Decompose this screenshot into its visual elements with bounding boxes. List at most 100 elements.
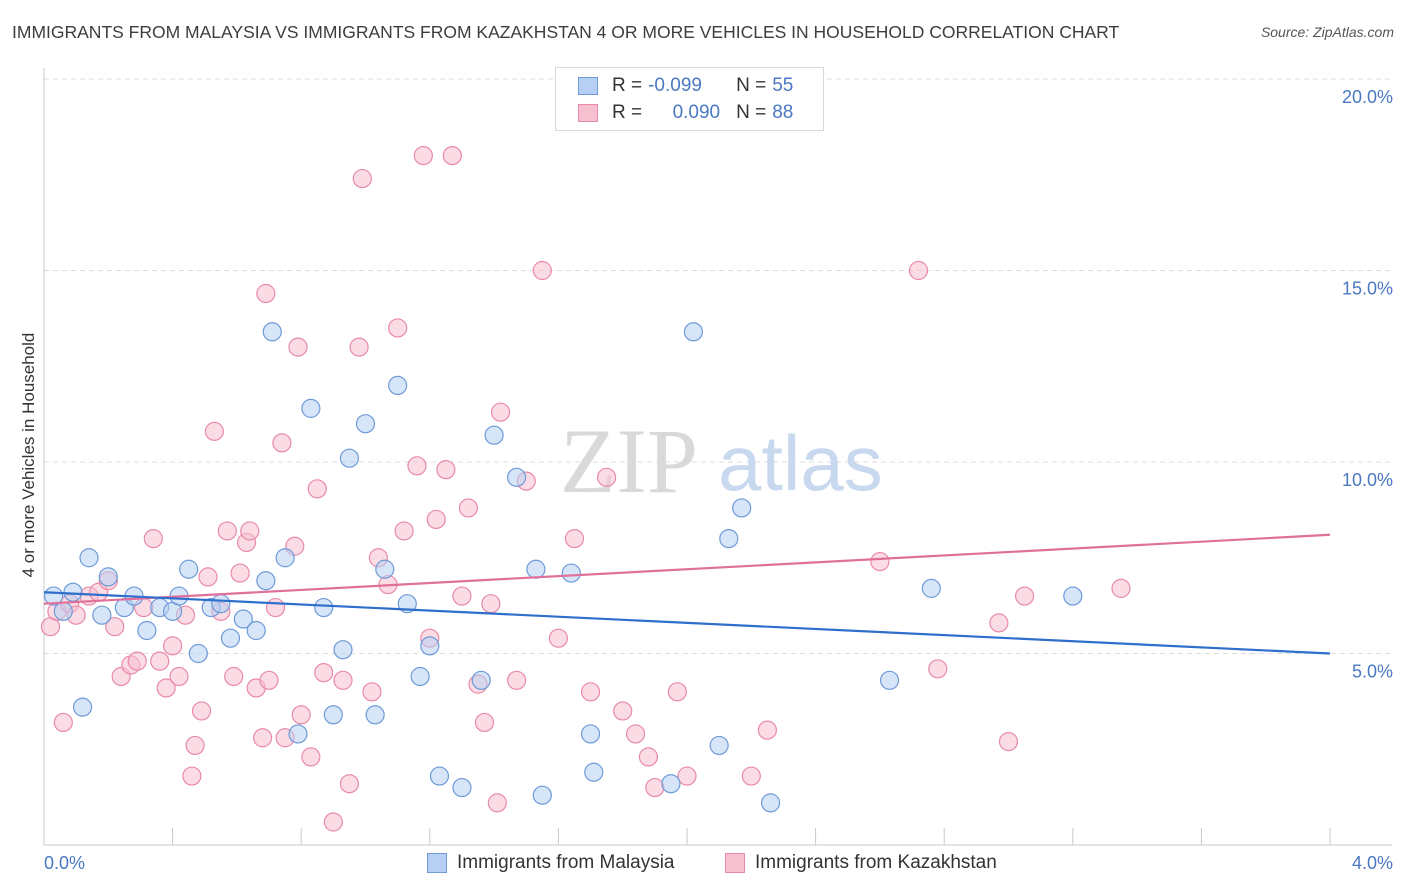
legend-n-malaysia: 55 (772, 75, 794, 96)
malaysia-point-40 (507, 467, 527, 487)
legend-label-kazakhstan: Immigrants from Kazakhstan (755, 852, 997, 873)
malaysia-point-19 (246, 620, 266, 641)
x-tick-max: 4.0% (1352, 853, 1393, 873)
kazakhstan-point-53 (407, 456, 427, 476)
malaysia-point-32 (388, 375, 408, 395)
legend-swatch-malaysia (427, 853, 447, 873)
kazakhstan-point-58 (442, 146, 462, 166)
kazakhstan-point-47 (352, 168, 372, 189)
malaysia-point-53 (921, 578, 941, 598)
kazakhstan-point-87 (1014, 586, 1035, 606)
legend-row-malaysia: R = -0.099 N = 55 (578, 73, 793, 99)
malaysia-point-30 (365, 705, 385, 725)
malaysia-point-46 (661, 774, 681, 794)
kazakhstan-point-17 (169, 666, 189, 687)
kazakhstan-point-45 (339, 774, 360, 794)
kazakhstan-point-66 (507, 670, 527, 690)
kazakhstan-point-64 (487, 793, 507, 813)
kazakhstan-point-78 (677, 766, 697, 786)
kazakhstan-point-41 (307, 479, 327, 499)
kazakhstan-point-79 (741, 766, 761, 786)
malaysia-point-13 (179, 559, 199, 579)
chart-title: IMMIGRANTS FROM MALAYSIA VS IMMIGRANTS F… (12, 22, 1120, 42)
kazakhstan-point-85 (998, 731, 1019, 752)
malaysia-point-37 (452, 777, 472, 798)
legend-swatch-malaysia (578, 77, 598, 95)
y-tick-label-3: 20.0% (1342, 87, 1393, 107)
kazakhstan-point-23 (204, 421, 224, 441)
kazakhstan-point-39 (291, 705, 311, 725)
kazakhstan-point-60 (458, 498, 478, 518)
legend-swatch-kazakhstan (578, 104, 598, 122)
kazakhstan-point-38 (288, 337, 308, 357)
kazakhstan-point-69 (548, 628, 569, 648)
malaysia-point-18 (233, 609, 253, 629)
kazakhstan-point-68 (532, 260, 552, 281)
kazakhstan-point-34 (265, 597, 286, 618)
kazakhstan-point-46 (349, 337, 369, 357)
legend-swatch-kazakhstan (725, 853, 745, 873)
kazakhstan-point-8 (105, 617, 125, 637)
kazakhstan-point-44 (333, 670, 353, 690)
legend-n-label: N = (736, 102, 767, 123)
kazakhstan-point-51 (388, 318, 408, 338)
legend-label-malaysia: Immigrants from Malaysia (457, 852, 675, 873)
legend-item-kazakhstan: Immigrants from Kazakhstan (725, 852, 997, 874)
malaysia-trend-line (43, 591, 1331, 655)
kazakhstan-point-11 (127, 651, 147, 671)
malaysia-point-44 (580, 724, 601, 744)
kazakhstan-point-19 (182, 766, 202, 786)
malaysia-point-27 (333, 640, 353, 660)
series-legend: Immigrants from Malaysia Immigrants from… (0, 852, 1406, 878)
kazakhstan-point-57 (436, 460, 456, 480)
legend-row-kazakhstan: R = 0.090 N = 88 (578, 100, 793, 126)
malaysia-point-35 (420, 636, 440, 656)
y-tick-label-2: 15.0% (1342, 279, 1393, 299)
malaysia-point-48 (709, 735, 729, 756)
kazakhstan-point-31 (253, 728, 273, 748)
legend-n-label: N = (736, 75, 767, 96)
legend-r-label: R = (612, 75, 643, 96)
x-tick-min: 0.0% (44, 853, 85, 873)
malaysia-point-47 (683, 322, 704, 342)
y-axis-label: 4 or more Vehicles in Household (19, 333, 38, 578)
malaysia-point-5 (72, 697, 93, 717)
y-tick-label-0: 5.0% (1352, 662, 1393, 682)
kazakhstan-point-27 (230, 563, 250, 583)
kazakhstan-point-32 (256, 283, 276, 304)
kazakhstan-point-22 (198, 567, 218, 587)
kazakhstan-point-16 (163, 636, 183, 656)
legend-r-kazakhstan: 0.090 (672, 102, 721, 123)
malaysia-point-3 (79, 548, 99, 568)
malaysia-point-6 (98, 567, 118, 587)
malaysia-point-24 (301, 398, 321, 418)
y-tick-label-1: 10.0% (1342, 470, 1393, 490)
kazakhstan-point-71 (580, 682, 601, 702)
kazakhstan-point-56 (426, 509, 446, 530)
kazakhstan-point-13 (143, 528, 163, 549)
kazakhstan-point-29 (240, 521, 260, 541)
malaysia-point-54 (1063, 586, 1083, 606)
y-tick-labels: 5.0% 10.0% 15.0% 20.0% (1342, 87, 1393, 682)
kazakhstan-point-14 (150, 651, 170, 671)
malaysia-point-9 (137, 620, 157, 641)
malaysia-point-34 (410, 666, 430, 687)
malaysia-point-4 (92, 605, 112, 625)
malaysia-point-49 (719, 528, 739, 549)
kazakhstan-point-84 (989, 613, 1009, 633)
malaysia-point-20 (256, 571, 276, 591)
kazakhstan-point-52 (394, 521, 414, 541)
kazakhstan-point-20 (185, 735, 205, 756)
kazakhstan-point-72 (597, 467, 617, 487)
malaysia-point-42 (532, 785, 552, 805)
kazakhstan-point-70 (564, 528, 585, 549)
watermark-atlas: atlas (718, 419, 883, 507)
kazakhstan-point-48 (362, 682, 382, 702)
kazakhstan-point-43 (323, 812, 343, 832)
correlation-legend: R = -0.099 N = 55 R = 0.090 N = 88 (555, 67, 824, 131)
kazakhstan-point-21 (191, 701, 212, 721)
kazakhstan-point-81 (870, 551, 890, 572)
malaysia-point-38 (471, 670, 491, 690)
malaysia-point-29 (355, 414, 376, 434)
